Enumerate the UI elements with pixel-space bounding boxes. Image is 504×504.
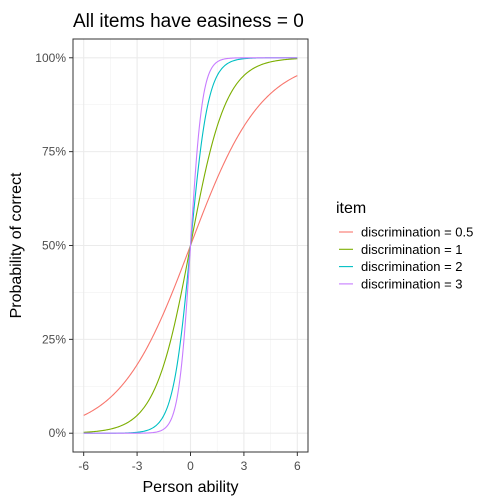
y-tick-label: 0% bbox=[49, 426, 67, 440]
x-tick-label: 6 bbox=[294, 459, 301, 473]
x-tick-label: 0 bbox=[187, 459, 194, 473]
legend-title: item bbox=[336, 200, 366, 217]
x-tick-label: 3 bbox=[241, 459, 248, 473]
y-tick-label: 100% bbox=[35, 51, 66, 65]
legend-items: discrimination = 0.5 discrimination = 1 di… bbox=[339, 225, 473, 291]
y-tick-label: 75% bbox=[42, 145, 66, 159]
series-line bbox=[83, 57, 298, 434]
series-lines bbox=[83, 57, 298, 434]
x-tick-label: -3 bbox=[132, 459, 143, 473]
x-tick-label: -6 bbox=[78, 459, 89, 473]
y-axis-label: Probability of correct bbox=[8, 172, 25, 318]
legend: item discrimination = 0.5discrimination … bbox=[336, 200, 473, 291]
chart-title: All items have easiness = 0 bbox=[73, 11, 304, 32]
legend-label: discrimination = 2 bbox=[361, 259, 463, 274]
x-axis: -6 -3 0 3 6 bbox=[78, 452, 301, 473]
legend-label: discrimination = 3 bbox=[361, 276, 463, 291]
legend-label: discrimination = 0.5 bbox=[361, 225, 473, 240]
legend-label: discrimination = 1 bbox=[361, 242, 463, 257]
y-tick-label: 50% bbox=[42, 239, 66, 253]
y-axis: 0% 25% 50% 75% 100% bbox=[35, 51, 73, 440]
y-tick-label: 25% bbox=[42, 332, 66, 346]
plot-panel bbox=[72, 38, 309, 453]
x-axis-label: Person ability bbox=[142, 479, 238, 496]
